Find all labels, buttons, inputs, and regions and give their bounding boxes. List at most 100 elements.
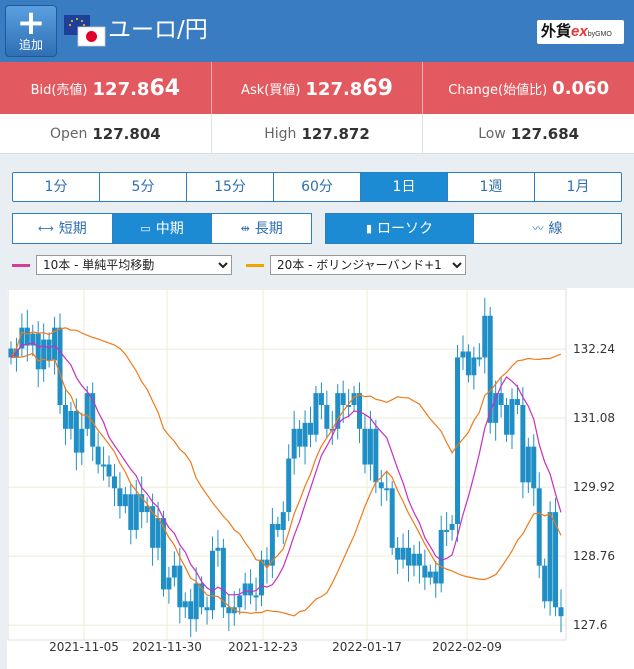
- candle-body: [193, 583, 199, 620]
- candle-body: [525, 446, 531, 483]
- tab-period-15min[interactable]: 15分: [187, 173, 274, 201]
- tab-period-1month[interactable]: 1月: [566, 179, 590, 195]
- candle-body: [471, 357, 477, 376]
- bid-quote: Bid(売値) 127.864: [0, 62, 212, 114]
- tab-style-candle[interactable]: ▮ ローソク: [326, 214, 474, 243]
- tab-span-long[interactable]: ⇹ 長期: [212, 214, 311, 243]
- plot-frame: [7, 288, 567, 641]
- candle-body: [498, 393, 504, 406]
- low-label: Low: [478, 125, 506, 142]
- add-button[interactable]: + 追加: [5, 5, 57, 57]
- candle-body: [122, 494, 128, 507]
- period-tabs: 1分 5分 15分 60分 1日 1週 1月: [12, 172, 622, 202]
- candle-body: [313, 393, 319, 435]
- candle-body: [117, 488, 123, 507]
- change-label: Change(始値比): [448, 82, 548, 98]
- candle-body: [286, 458, 292, 513]
- candle-body: [155, 518, 161, 548]
- candle-body: [422, 565, 428, 578]
- tab-period-5min[interactable]: 5分: [100, 173, 187, 201]
- candle-body: [384, 488, 390, 491]
- low-value: 127.684: [510, 124, 580, 143]
- candle-body: [531, 446, 537, 489]
- x-tick-label: 2022-02-09: [432, 640, 502, 654]
- bb-swatch: [246, 263, 264, 267]
- candle-body: [362, 428, 368, 465]
- brand-logo: 外貨exbyGMO: [537, 20, 624, 44]
- y-tick-label: 128.76: [573, 549, 615, 563]
- brand-sub: byGMO: [587, 31, 612, 38]
- chart-style-tabs: ▮ ローソク 〰線: [325, 213, 622, 244]
- brand-main: 外貨: [541, 23, 572, 40]
- plus-icon: +: [16, 3, 46, 43]
- candle-body: [302, 422, 308, 447]
- bid-value: 127.864: [93, 76, 181, 101]
- tab-span-short-label: 短期: [58, 221, 87, 237]
- candle-body: [182, 601, 188, 608]
- candle-body: [215, 547, 221, 551]
- bb-indicator: 20本 - ボリンジャーバンド+1: [246, 255, 466, 275]
- candle-body: [253, 595, 259, 598]
- candle-body: [150, 506, 156, 548]
- candle-body: [144, 506, 150, 513]
- candle-body: [335, 393, 341, 429]
- price-chart[interactable]: 132.24 131.08 129.92 128.76 127.6 2021-11-05 2…: [7, 288, 634, 669]
- ask-value-head: 127.8: [305, 78, 363, 100]
- candle-body: [209, 550, 215, 611]
- price-chart-svg: 132.24 131.08 129.92 128.76 127.6 2021-11-05 2…: [7, 288, 615, 654]
- open-value: 127.804: [92, 124, 161, 143]
- tab-period-1week[interactable]: 1週: [448, 173, 535, 201]
- y-tick-label: 129.92: [573, 480, 615, 494]
- candle-body: [90, 393, 96, 447]
- ma-select[interactable]: 10本 - 単純平均移動: [36, 255, 232, 275]
- tab-span-short[interactable]: ⟷ 短期: [13, 214, 113, 243]
- candle-body: [357, 393, 363, 429]
- x-tick-label: 2021-11-30: [132, 640, 202, 654]
- candle-body: [427, 571, 433, 578]
- tab-span-mid[interactable]: ▭ 中期: [112, 214, 213, 243]
- tab-style-candle-label: ローソク: [377, 221, 434, 237]
- candlestick-icon: ▮: [365, 222, 373, 235]
- tab-period-1day[interactable]: 1日: [361, 173, 448, 201]
- high-label: High: [264, 125, 297, 142]
- tab-style-line-label: 線: [548, 221, 563, 237]
- ma-indicator: 10本 - 単純平均移動: [12, 255, 232, 275]
- candle-body: [101, 464, 107, 467]
- candle-body: [188, 601, 194, 620]
- high-value: 127.872: [301, 124, 370, 143]
- candle-body: [264, 559, 270, 566]
- tab-period-60min[interactable]: 60分: [274, 173, 361, 201]
- candle-body: [204, 607, 210, 611]
- candle-body: [160, 518, 166, 590]
- candle-body: [449, 523, 455, 530]
- candle-body: [509, 399, 515, 435]
- candle-body: [128, 494, 134, 530]
- change-quote: Change(始値比) 0.060: [423, 62, 634, 114]
- candle-body: [139, 494, 145, 513]
- open-stat: Open 127.804: [0, 114, 212, 153]
- candle-body: [111, 476, 117, 489]
- candle-body: [248, 583, 254, 596]
- high-stat: High 127.872: [212, 114, 424, 153]
- change-value: 0.060: [552, 77, 610, 99]
- y-tick-label: 127.6: [573, 618, 607, 632]
- candle-body: [400, 547, 406, 560]
- candle-body: [269, 523, 275, 566]
- candle-body: [95, 446, 101, 465]
- candle-body: [308, 422, 314, 435]
- candle-body: [493, 393, 499, 423]
- candle-body: [482, 315, 488, 358]
- candle-body: [460, 351, 466, 358]
- tab-style-line[interactable]: 〰線: [474, 214, 621, 243]
- candle-body: [24, 327, 30, 346]
- candle-body: [57, 327, 63, 406]
- candle-body: [84, 393, 90, 429]
- candle-body: [220, 547, 226, 608]
- currency-pair-title: ユーロ/円: [108, 17, 208, 43]
- tab-period-1min[interactable]: 1分: [13, 173, 100, 201]
- ask-value-tail: 69: [362, 75, 393, 101]
- candle-body: [514, 399, 520, 406]
- add-button-label: 追加: [18, 38, 43, 52]
- bb-select[interactable]: 20本 - ボリンジャーバンド+1: [270, 255, 466, 275]
- bollinger-upper-line: [10, 327, 562, 570]
